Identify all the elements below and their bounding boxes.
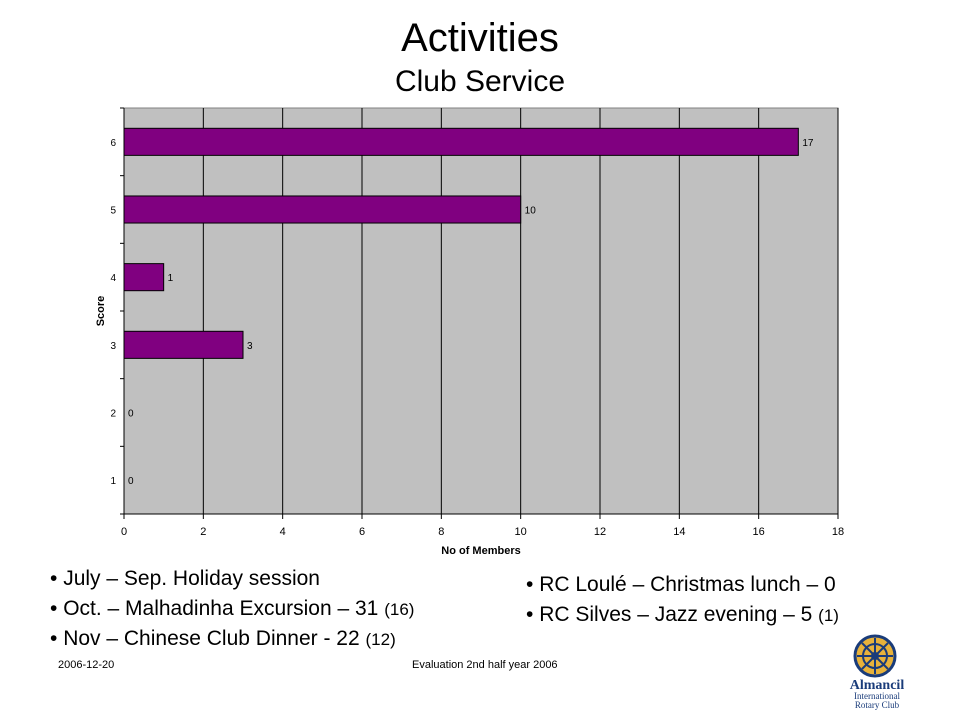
x-tick-label: 2	[200, 526, 206, 538]
data-label: 10	[525, 206, 537, 217]
logo-line-3: Rotary Club	[855, 700, 900, 710]
data-label: 1	[168, 273, 174, 284]
footer-caption: Evaluation 2nd half year 2006	[412, 659, 558, 671]
y-axis-label: Score	[95, 296, 107, 327]
bullet-item: • July – Sep. Holiday session	[50, 567, 320, 590]
page-subtitle: Club Service	[394, 65, 566, 98]
bullet-item: • Oct. – Malhadinha Excursion – 31 (16)	[50, 597, 415, 620]
footer-date: 2006-12-20	[58, 659, 115, 671]
data-label: 17	[802, 138, 814, 149]
bar	[123, 195, 522, 224]
plot-area	[123, 107, 839, 515]
data-label: 0	[128, 476, 134, 487]
x-tick-label: 8	[438, 526, 444, 538]
x-tick-label: 18	[832, 526, 844, 538]
x-tick-label: 16	[753, 526, 765, 538]
y-tick-label: 2	[110, 409, 116, 420]
x-axis-label: No of Members	[441, 545, 520, 557]
x-tick-label: 12	[594, 526, 606, 538]
y-tick-label: 1	[110, 476, 116, 487]
x-tick-label: 14	[673, 526, 685, 538]
y-tick-label: 6	[110, 138, 116, 149]
data-label: 0	[128, 409, 134, 420]
bullet-item: • Nov – Chinese Club Dinner - 22 (12)	[50, 627, 396, 650]
bullet-list-right: • RC Loulé – Christmas lunch – 0 • RC Si…	[526, 570, 839, 630]
y-tick-label: 3	[110, 341, 116, 352]
x-tick-label: 0	[121, 526, 127, 538]
y-tick-label: 5	[110, 206, 116, 217]
logo-line-1: Almancil	[850, 678, 905, 693]
club-logo: Almancil International Rotary Club	[850, 634, 905, 710]
x-tick-label: 6	[359, 526, 365, 538]
x-tick-label: 10	[515, 526, 527, 538]
bullet-item: • RC Silves – Jazz evening – 5 (1)	[526, 603, 839, 626]
bullet-list-left: • July – Sep. Holiday session • Oct. – M…	[50, 564, 414, 654]
y-tick-label: 4	[110, 273, 116, 284]
data-label: 3	[247, 341, 253, 352]
rotary-wheel-icon	[853, 634, 897, 678]
x-tick-label: 4	[280, 526, 286, 538]
bar	[123, 330, 244, 359]
bullet-item: • RC Loulé – Christmas lunch – 0	[526, 573, 836, 596]
logo-line-2: International	[854, 691, 900, 701]
page-title: Activities	[401, 16, 559, 60]
bar	[123, 263, 165, 292]
bar	[123, 127, 799, 156]
